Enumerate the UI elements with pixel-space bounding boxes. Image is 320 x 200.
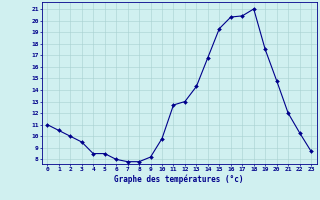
X-axis label: Graphe des températures (°c): Graphe des températures (°c) bbox=[115, 175, 244, 184]
